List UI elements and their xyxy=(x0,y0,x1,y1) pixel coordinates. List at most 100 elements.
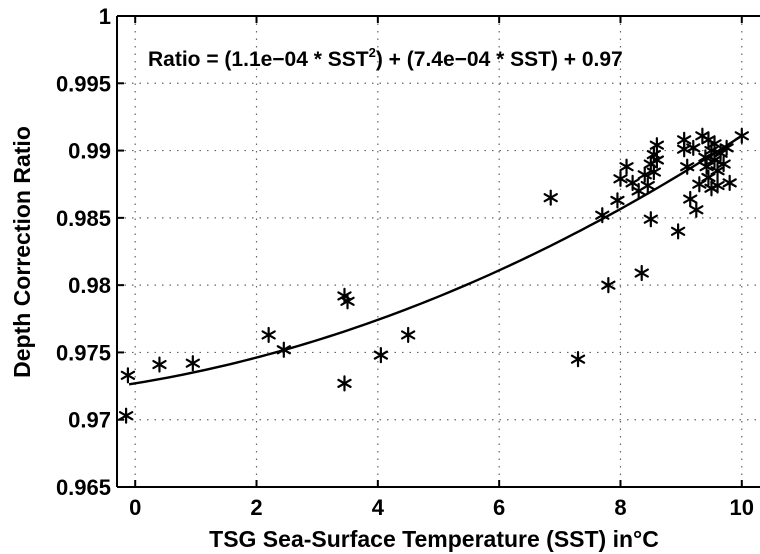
data-points xyxy=(118,127,749,424)
y-tick-label: 0.985 xyxy=(56,206,111,231)
marker-stroke xyxy=(713,148,728,158)
y-tick-label: 0.99 xyxy=(68,139,111,164)
equation-part-1: Ratio = (1.1e−04 * SST xyxy=(148,48,369,71)
x-tick-label: 8 xyxy=(614,495,626,520)
grid-lines xyxy=(117,15,760,488)
data-point xyxy=(719,139,734,156)
marker-stroke xyxy=(261,330,276,340)
marker-stroke xyxy=(337,291,352,301)
marker-stroke xyxy=(120,370,136,380)
data-point xyxy=(601,277,616,294)
marker-stroke xyxy=(707,155,722,165)
marker-stroke xyxy=(683,194,698,204)
data-point xyxy=(686,139,701,156)
marker-stroke xyxy=(619,162,634,172)
marker-stroke xyxy=(698,152,713,162)
marker-stroke xyxy=(680,162,695,172)
marker-stroke xyxy=(649,140,665,150)
marker-stroke xyxy=(401,330,416,340)
data-point xyxy=(649,151,665,169)
data-point xyxy=(401,326,416,344)
y-tick-label: 0.98 xyxy=(68,273,111,298)
marker-stroke xyxy=(373,350,389,360)
marker-stroke xyxy=(613,174,628,184)
marker-stroke xyxy=(570,354,586,364)
data-point xyxy=(722,174,737,191)
data-point xyxy=(340,293,355,310)
marker-stroke xyxy=(719,143,734,153)
marker-stroke xyxy=(595,210,610,220)
marker-stroke xyxy=(340,296,355,306)
data-point xyxy=(649,137,665,154)
y-tick-label: 0.995 xyxy=(56,71,111,96)
x-axis-label: TSG Sea-Surface Temperature (SST) in°C xyxy=(209,526,659,552)
data-point xyxy=(699,158,714,175)
data-point xyxy=(701,169,716,186)
data-point xyxy=(710,177,725,194)
y-tick-label: 0.965 xyxy=(56,475,111,500)
data-point xyxy=(680,158,695,175)
data-point xyxy=(613,170,628,187)
data-point xyxy=(640,177,655,194)
data-point xyxy=(716,155,731,173)
equation-part-2: ) + (7.4e−04 * SST) + 0.97 xyxy=(376,48,623,71)
data-point xyxy=(689,201,704,218)
data-point xyxy=(595,207,610,224)
data-point xyxy=(634,264,649,282)
x-tick-label: 4 xyxy=(372,495,385,520)
x-tick-label: 6 xyxy=(493,495,505,520)
marker-stroke xyxy=(643,214,658,224)
x-tick-label: 10 xyxy=(730,495,754,520)
y-tick-label: 1 xyxy=(99,4,111,29)
x-tick-label: 0 xyxy=(129,495,141,520)
data-point xyxy=(373,347,389,364)
marker-stroke xyxy=(670,226,686,236)
marker-stroke xyxy=(677,135,692,145)
marker-stroke xyxy=(686,143,701,153)
marker-stroke xyxy=(637,170,652,180)
data-point xyxy=(707,135,722,152)
marker-stroke xyxy=(543,193,558,203)
marker-stroke xyxy=(677,144,692,154)
marker-stroke xyxy=(646,167,662,177)
data-point xyxy=(152,356,167,373)
marker-stroke xyxy=(640,180,655,191)
fit-equation-annotation: Ratio = (1.1e−04 * SST2) + (7.4e−04 * SS… xyxy=(148,45,623,71)
data-point xyxy=(734,127,749,144)
marker-stroke xyxy=(707,139,722,149)
marker-stroke xyxy=(692,179,707,189)
data-point xyxy=(276,341,291,358)
data-point xyxy=(610,192,625,209)
y-axis-label: Depth Correction Ratio xyxy=(9,126,35,378)
marker-stroke xyxy=(699,162,714,172)
marker-stroke xyxy=(185,358,200,368)
tick-labels: 0 2 4 6 8 10 0.965 0.97 0.975 0.98 0.985 0.99 0.995 1 xyxy=(56,4,754,520)
data-point xyxy=(646,164,662,181)
marker-stroke xyxy=(649,155,665,165)
marker-stroke xyxy=(634,268,649,278)
data-point xyxy=(261,326,276,344)
marker-stroke xyxy=(734,131,749,141)
data-point xyxy=(692,176,707,193)
data-point xyxy=(637,166,652,183)
data-point xyxy=(185,355,200,372)
x-tick-label: 2 xyxy=(250,495,262,520)
data-point xyxy=(619,158,634,175)
marker-stroke xyxy=(118,411,134,421)
data-point xyxy=(713,145,728,162)
marker-stroke xyxy=(701,172,716,183)
marker-stroke xyxy=(625,178,640,188)
data-point xyxy=(120,367,136,384)
marker-stroke xyxy=(716,159,731,169)
data-point xyxy=(337,375,352,392)
marker-stroke xyxy=(722,178,737,188)
y-tick-label: 0.97 xyxy=(68,408,111,433)
data-point xyxy=(570,351,586,368)
marker-stroke xyxy=(689,205,704,215)
data-point xyxy=(710,162,725,179)
marker-stroke xyxy=(710,166,725,176)
marker-stroke xyxy=(710,180,725,191)
equation-superscript: 2 xyxy=(369,45,376,60)
data-point xyxy=(698,149,713,166)
